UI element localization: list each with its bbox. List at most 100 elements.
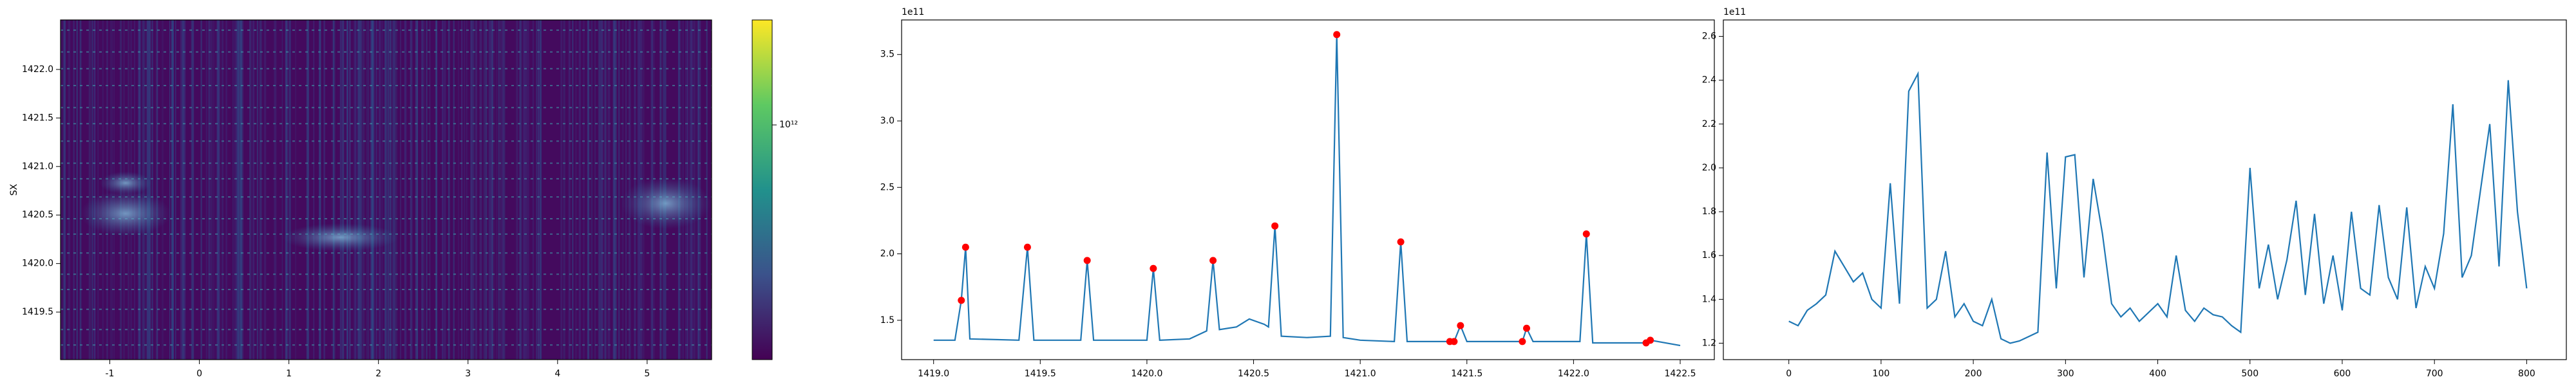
heatmap-streak [208,20,211,360]
peak-marker [958,297,965,304]
heatmap-streak [527,20,529,360]
peak-marker [1519,338,1526,345]
peak-marker [1209,257,1217,264]
x-tick-label: 0 [196,369,202,379]
heatmap-streak [421,20,423,360]
heatmap-streak [594,20,596,360]
heatmap-streak [205,20,207,360]
heatmap-streak [366,20,368,360]
peak-marker [1083,257,1091,264]
heatmap-streak [386,20,388,360]
heatmap-streak [77,20,79,360]
heatmap-streak [97,20,99,360]
heatmap-streak [217,20,219,360]
x-tick-label: 800 [2518,369,2535,379]
heatmap-streak [353,20,356,360]
heatmap-streak [422,20,425,360]
heatmap-streak [572,20,574,360]
heatmap-glow [282,223,399,252]
heatmap-streak [532,20,534,360]
heatmap-streak [479,20,482,360]
heatmap-streak [288,20,291,360]
heatmap-streak [354,20,357,360]
heatmap-streak [523,20,526,360]
heatmap-streak [225,20,227,360]
heatmap-streak [182,20,184,360]
heatmap-streak [471,20,473,360]
heatmap-streak [538,20,541,360]
y-tick-label: 3.5 [880,50,895,60]
heatmap-glow [621,178,712,230]
heatmap-streak [285,20,288,360]
heatmap-streak [370,20,373,360]
heatmap-streak [525,20,527,360]
heatmap-streak [536,20,537,360]
heatmap-streak [395,20,397,360]
peak-marker [961,243,969,251]
heatmap-streak [568,20,571,360]
heatmap-streak [516,20,518,360]
heatmap-streak [61,20,62,360]
heatmap-streak [319,20,321,360]
heatmap [61,20,712,360]
heatmap-streak [240,20,243,360]
offset-text: 1e11 [902,7,924,17]
x-tick-label: 1422.5 [1665,369,1696,379]
heatmap-streak [470,20,472,360]
heatmap-streak [379,20,382,360]
heatmap-streak [232,20,234,360]
offset-text: 1e11 [1723,7,1746,17]
x-tick-label: 0 [1786,369,1792,379]
y-tick-label: 1420.5 [22,210,53,220]
heatmap-streak [79,20,82,360]
heatmap-streak [213,20,214,360]
heatmap-streak [426,20,428,360]
heatmap-streak [392,20,394,360]
y-axis-label: SX [9,183,19,196]
x-tick-label: 4 [554,369,560,379]
heatmap-streak [332,20,334,360]
heatmap-streak [404,20,406,360]
heatmap-streak [162,20,164,360]
heatmap-streak [382,20,383,360]
heatmap-streak [489,20,491,360]
heatmap-streak [466,20,468,360]
heatmap-streak [221,20,223,360]
heatmap-streak [706,20,708,360]
heatmap-streak [625,20,627,360]
colorbar-tick-label: 10¹² [779,120,798,130]
heatmap-streak [389,20,392,360]
heatmap-streak [486,20,488,360]
heatmap-streak [289,20,291,360]
x-tick-label: 300 [2057,369,2074,379]
x-tick-label: 1421.0 [1345,369,1376,379]
heatmap-streak [600,20,603,360]
axes-frame [1723,19,2567,360]
heatmap-streak [359,20,361,360]
heatmap-streak [333,20,336,360]
heatmap-streak [217,20,220,360]
heatmap-streak [68,20,70,360]
heatmap-streak [156,20,158,360]
axes-frame [60,19,712,360]
heatmap-streak [485,20,487,360]
colorbar [752,19,773,360]
y-tick-label: 1.4 [1702,294,1716,304]
axes-frame [901,19,1715,360]
heatmap-streak [274,20,276,360]
heatmap-streak [457,20,460,360]
y-tick-label: 1419.5 [22,307,53,317]
heatmap-streak [442,20,444,360]
y-tick-label: 1.8 [1702,207,1716,217]
heatmap-streak [598,20,601,360]
data-line [933,34,1681,347]
heatmap-streak [237,20,240,360]
x-tick-label: 1 [286,369,292,379]
heatmap-streak [347,20,348,360]
y-tick-label: 1.6 [1702,250,1716,261]
heatmap-streak [415,20,419,360]
y-tick-label: 2.6 [1702,32,1716,42]
y-tick-label: 1.2 [1702,338,1716,348]
heatmap-streak [157,20,158,360]
